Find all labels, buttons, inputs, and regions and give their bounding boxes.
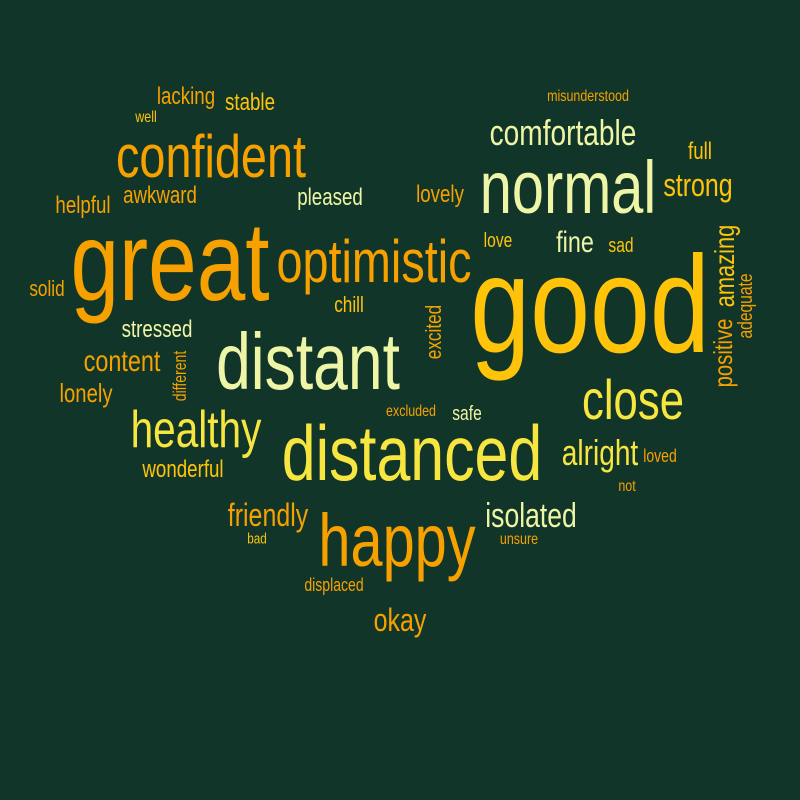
word-normal: normal [479, 146, 657, 229]
word-well: well [135, 109, 157, 126]
word-content: content [83, 345, 161, 378]
word-displaced: displaced [304, 575, 364, 595]
word-lacking: lacking [156, 83, 216, 110]
word-misunderstood: misunderstood [547, 88, 629, 105]
word-lovely: lovely [416, 181, 464, 208]
word-sad: sad [608, 235, 634, 257]
word-excluded: excluded [386, 403, 436, 420]
word-optimistic: optimistic [276, 228, 472, 295]
word-excited: excited [421, 304, 446, 360]
word-wonderful: wonderful [142, 456, 224, 483]
word-different: different [170, 350, 190, 402]
word-adequate: adequate [735, 273, 757, 339]
word-distant: distant [216, 317, 400, 406]
word-okay: okay [373, 602, 427, 638]
word-safe: safe [452, 403, 482, 425]
word-pleased: pleased [297, 184, 363, 211]
word-lonely: lonely [59, 378, 113, 408]
word-isolated: isolated [485, 497, 577, 535]
word-healthy: healthy [130, 401, 262, 459]
word-great: great [70, 199, 270, 324]
word-alright: alright [561, 432, 639, 473]
word-unsure: unsure [499, 531, 539, 548]
word-helpful: helpful [55, 192, 111, 219]
word-fine: fine [556, 226, 594, 259]
word-comfortable: comfortable [489, 112, 637, 153]
word-happy: happy [318, 499, 476, 582]
word-distanced: distanced [281, 409, 543, 497]
word-confident: confident [116, 123, 306, 190]
word-friendly: friendly [227, 497, 309, 533]
word-chill: chill [334, 292, 364, 317]
word-good: good [470, 228, 710, 382]
word-full: full [688, 138, 712, 165]
word-not: not [618, 478, 636, 495]
word-positive: positive [708, 318, 738, 388]
word-solid: solid [29, 276, 65, 301]
word-love: love [483, 230, 513, 252]
word-close: close [582, 368, 684, 431]
word-stressed: stressed [121, 316, 193, 343]
word-stable: stable [225, 89, 275, 116]
word-loved: loved [643, 446, 677, 466]
word-strong: strong [663, 167, 733, 203]
word-bad: bad [247, 530, 267, 548]
word-awkward: awkward [123, 182, 197, 209]
